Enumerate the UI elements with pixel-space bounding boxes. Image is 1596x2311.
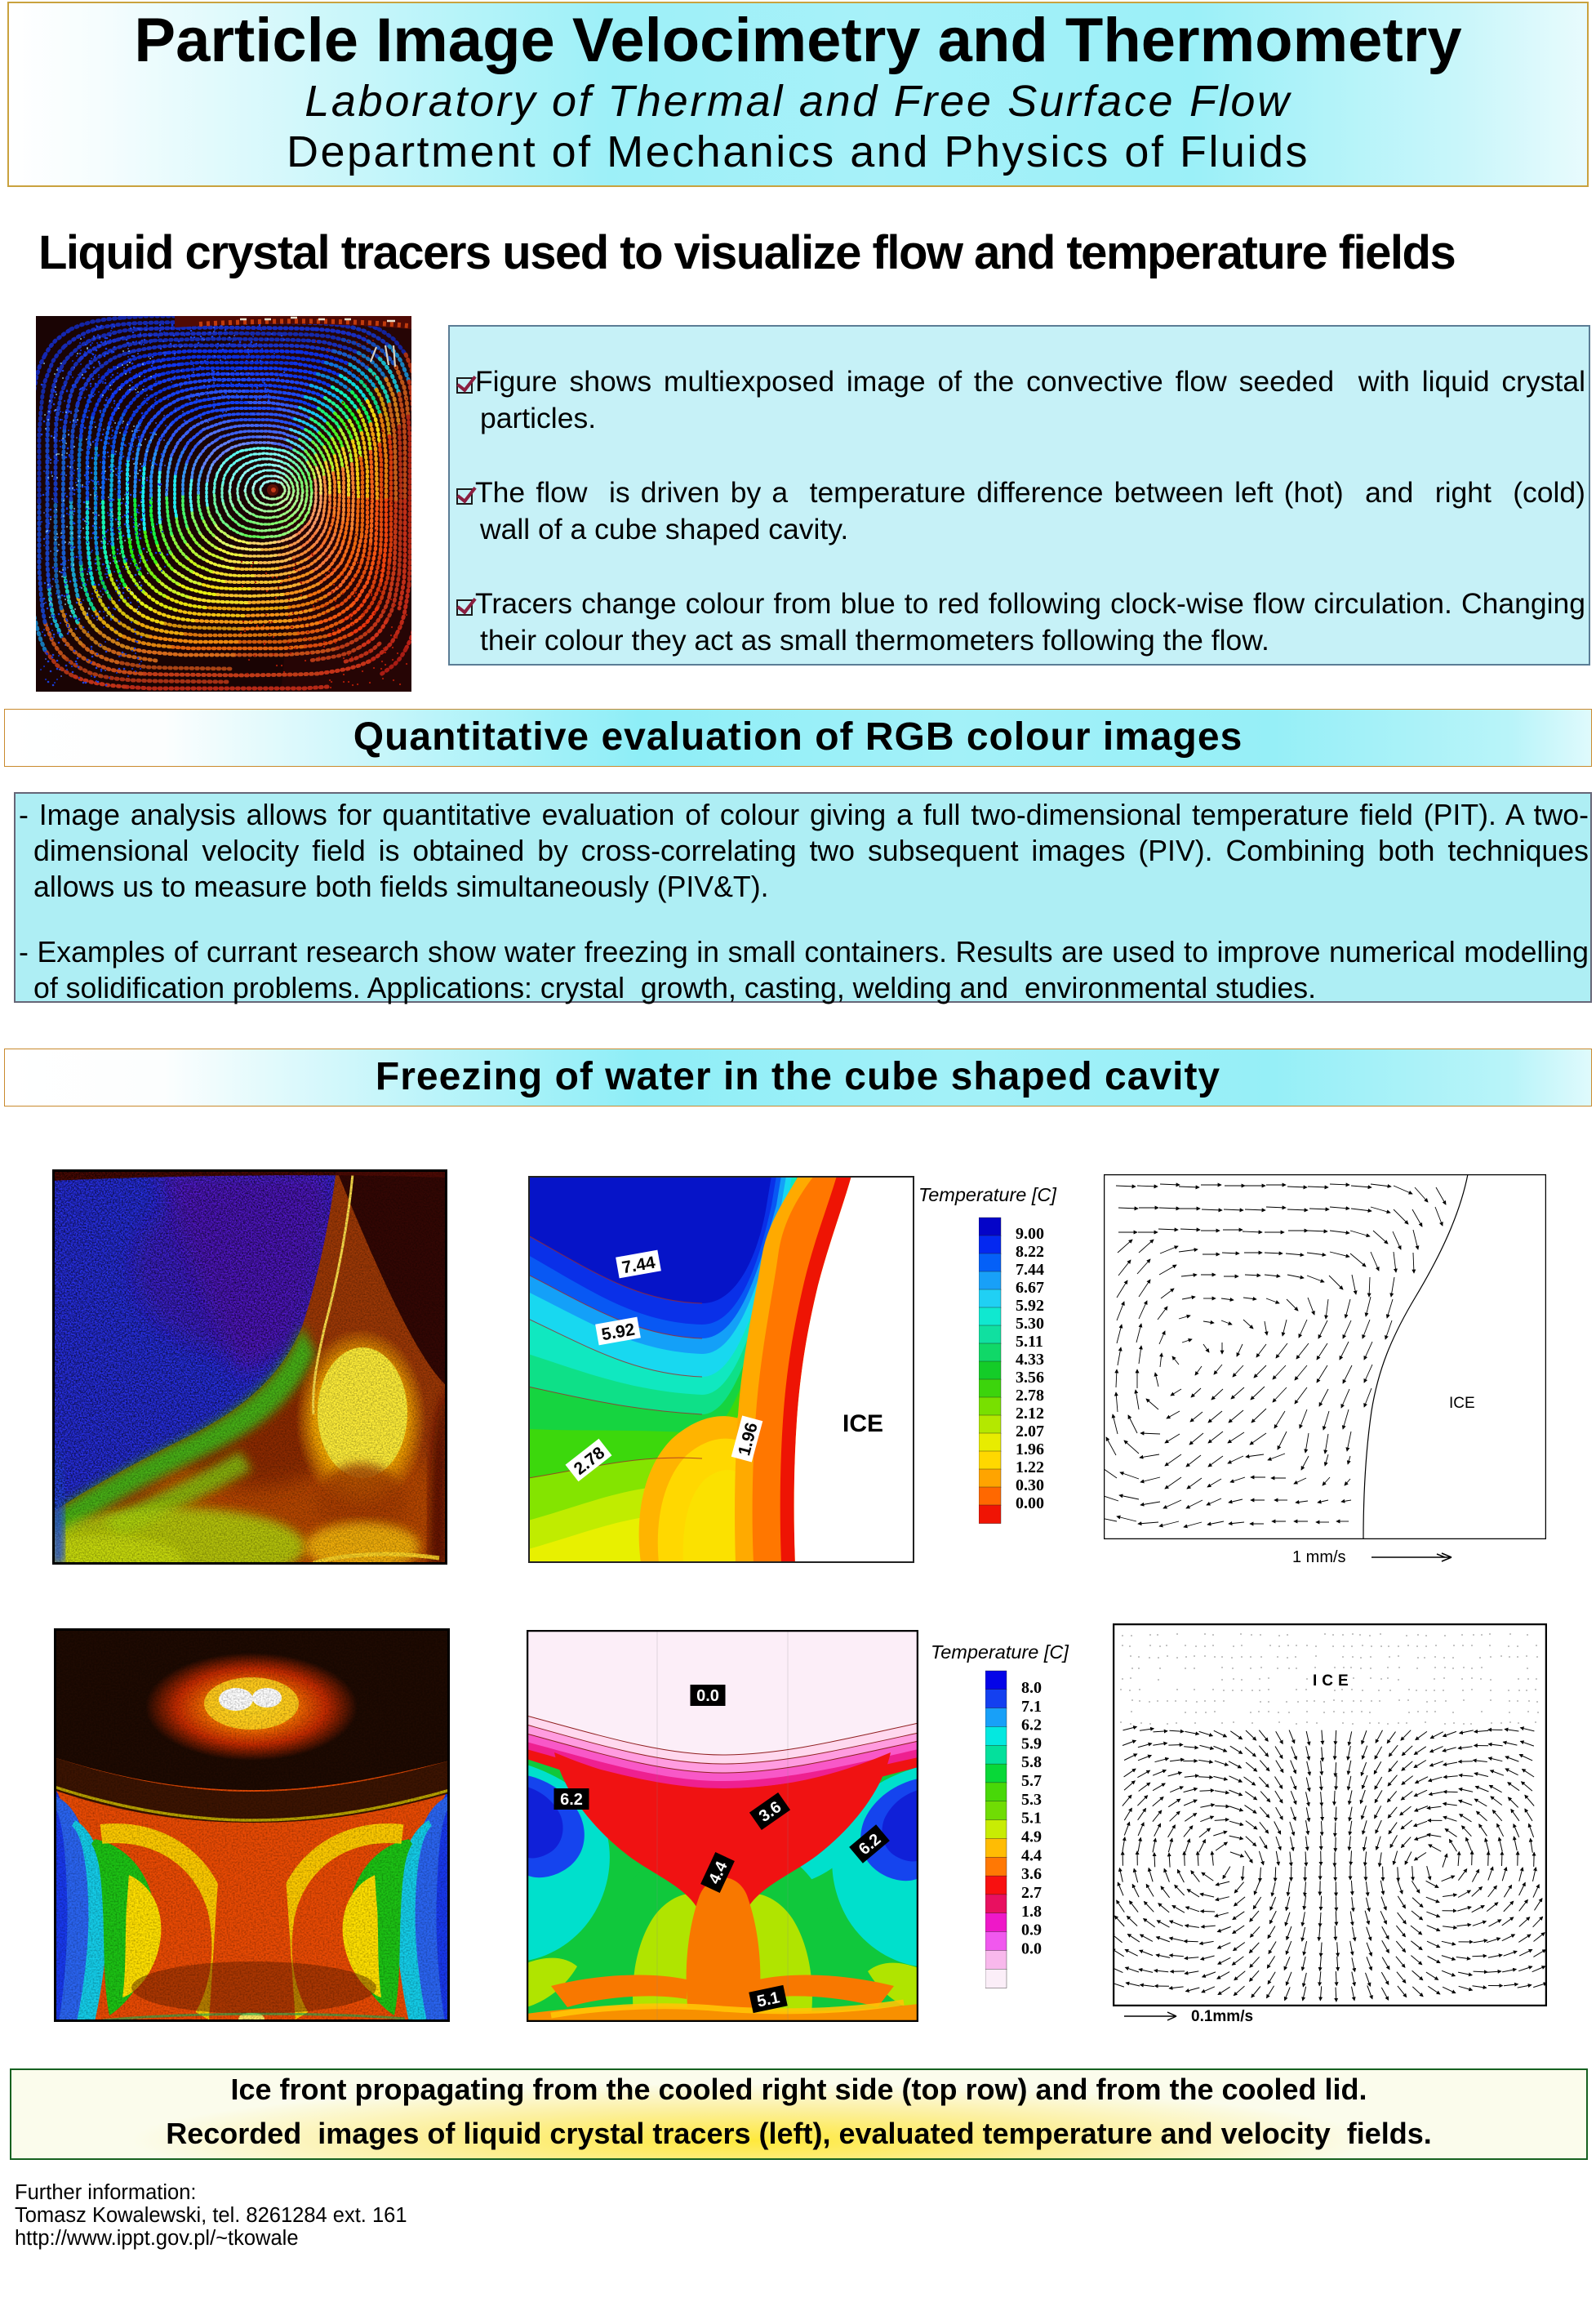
svg-text:0.0: 0.0 [696, 1687, 719, 1705]
svg-text:4.9: 4.9 [1021, 1828, 1042, 1846]
svg-text:ICE: ICE [1313, 1672, 1354, 1690]
svg-text:5.92: 5.92 [1016, 1297, 1044, 1315]
svg-text:0.0: 0.0 [1021, 1940, 1042, 1958]
svg-text:6.2: 6.2 [1021, 1717, 1042, 1734]
svg-text:1.22: 1.22 [1016, 1458, 1044, 1476]
svg-text:8.0: 8.0 [1021, 1679, 1042, 1697]
svg-text:4.33: 4.33 [1016, 1351, 1044, 1369]
svg-text:7.44: 7.44 [1016, 1261, 1044, 1279]
svg-text:0.00: 0.00 [1016, 1494, 1044, 1512]
svg-text:ICE: ICE [842, 1410, 883, 1437]
svg-text:6.67: 6.67 [1016, 1279, 1044, 1297]
svg-text:0.9: 0.9 [1021, 1921, 1042, 1939]
svg-text:4.4: 4.4 [1021, 1846, 1042, 1864]
svg-text:2.78: 2.78 [1016, 1387, 1044, 1405]
svg-text:5.11: 5.11 [1016, 1333, 1043, 1351]
svg-text:3.56: 3.56 [1016, 1369, 1044, 1387]
svg-text:2.07: 2.07 [1016, 1423, 1044, 1440]
svg-text:9.00: 9.00 [1016, 1225, 1044, 1243]
svg-text:7.1: 7.1 [1021, 1698, 1042, 1716]
svg-text:5.9: 5.9 [1021, 1734, 1042, 1752]
svg-text:5.7: 5.7 [1021, 1772, 1042, 1790]
svg-text:6.2: 6.2 [560, 1791, 583, 1809]
svg-text:5.1: 5.1 [1021, 1810, 1042, 1828]
svg-text:1.8: 1.8 [1021, 1903, 1042, 1921]
svg-text:8.22: 8.22 [1016, 1243, 1044, 1261]
svg-text:2.12: 2.12 [1016, 1405, 1044, 1423]
svg-text:ICE: ICE [1449, 1395, 1475, 1412]
svg-text:5.3: 5.3 [1021, 1791, 1042, 1809]
svg-text:2.7: 2.7 [1021, 1884, 1042, 1902]
svg-text:5.30: 5.30 [1016, 1315, 1044, 1333]
svg-text:1.96: 1.96 [1016, 1440, 1044, 1458]
svg-text:3.6: 3.6 [1021, 1865, 1042, 1883]
svg-text:0.30: 0.30 [1016, 1476, 1044, 1494]
svg-text:5.8: 5.8 [1021, 1753, 1042, 1771]
